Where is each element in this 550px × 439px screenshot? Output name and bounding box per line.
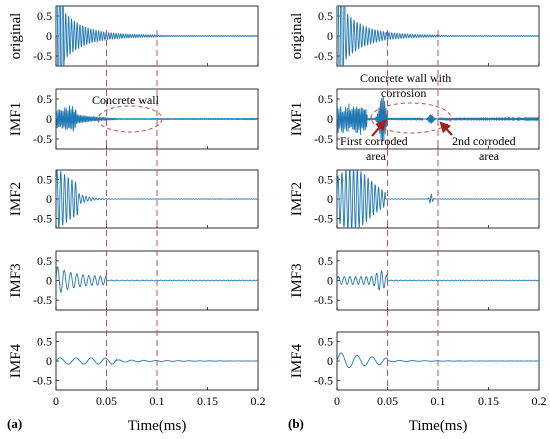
- y-tick-label: -0.5: [314, 49, 333, 63]
- annotation-ellipse: [97, 105, 163, 133]
- annotation-second-corroded: 2nd corroded: [452, 134, 516, 148]
- y-tick-label: 0.5: [37, 254, 52, 268]
- y-tick-label: 0: [46, 29, 52, 43]
- signal-line-imf1: [337, 96, 539, 142]
- y-tick-label: 0.5: [318, 9, 333, 23]
- x-axis-label: Time(ms): [409, 418, 468, 434]
- y-axis-label: IMF2: [289, 182, 305, 216]
- y-tick-label: 0.5: [37, 335, 52, 349]
- panel-a: 0.50-0.5original0.50-0.5IMF10.50-0.5IMF2…: [7, 5, 266, 434]
- annotation-wall-corrosion-line2: corrosion: [381, 86, 426, 100]
- annotation-first-corroded-area: area: [366, 149, 387, 163]
- signal-line-imf2: [56, 170, 258, 228]
- subplot-imf1: 0.5 0 -0.5 IMF1: [8, 88, 259, 150]
- y-axis-label: IMF3: [8, 263, 24, 297]
- y-axis-label: IMF1: [8, 102, 24, 136]
- y-tick-label: 0.5: [318, 254, 333, 268]
- annotation-concrete-wall: Concrete wall: [92, 93, 160, 107]
- y-tick-label: 0: [327, 112, 333, 126]
- y-axis-label: IMF3: [289, 263, 305, 297]
- y-tick-label: 0.5: [37, 9, 52, 23]
- y-tick-label: 0: [327, 354, 333, 368]
- y-tick-label: -0.5: [314, 132, 333, 146]
- x-tick-label: 0.15: [197, 394, 218, 408]
- annotation-ellipse: [370, 102, 452, 134]
- signal-line-original: [337, 6, 539, 66]
- x-tick-label: 0.05: [96, 394, 117, 408]
- signal-line-imf1: [56, 105, 258, 133]
- y-axis-label: IMF1: [289, 102, 305, 136]
- y-axis-label: IMF2: [8, 182, 24, 216]
- y-tick-label: 0: [46, 274, 52, 288]
- subplot-original: 0.5 0 -0.5 original: [289, 5, 540, 67]
- x-tick-label: 0: [53, 394, 59, 408]
- subplot-imf2: 0.5 0 -0.5 IMF2: [8, 169, 259, 229]
- y-tick-label: -0.5: [314, 373, 333, 387]
- x-tick-label: 0.1: [150, 394, 165, 408]
- panel-label: (b): [288, 416, 304, 431]
- signal-line-imf2: [337, 170, 539, 228]
- y-tick-label: 0.5: [318, 92, 333, 106]
- panel-label: (a): [7, 416, 22, 431]
- y-axis-label: IMF4: [289, 343, 305, 378]
- y-tick-label: 0.5: [37, 92, 52, 106]
- x-tick-label: 0.2: [251, 394, 266, 408]
- x-tick-label: 0.05: [377, 394, 398, 408]
- y-tick-label: -0.5: [33, 132, 52, 146]
- x-tick-label: 0.1: [431, 394, 446, 408]
- y-tick-label: 0: [46, 192, 52, 206]
- y-tick-label: -0.5: [33, 373, 52, 387]
- y-axis-label: original: [289, 13, 305, 60]
- y-tick-label: -0.5: [314, 211, 333, 225]
- arrow-second-corroded: [439, 121, 453, 136]
- x-tick-label: 0.15: [478, 394, 499, 408]
- y-tick-label: -0.5: [33, 49, 52, 63]
- y-tick-label: 0: [46, 112, 52, 126]
- y-tick-label: 0: [46, 354, 52, 368]
- y-tick-label: -0.5: [314, 293, 333, 307]
- x-tick-label: 0.2: [532, 394, 547, 408]
- x-tick-label: 0: [334, 394, 340, 408]
- annotation-second-corroded-area: area: [479, 149, 500, 163]
- y-tick-label: -0.5: [33, 293, 52, 307]
- y-tick-label: 0: [327, 29, 333, 43]
- subplot-imf2: 0.5 0 -0.5 IMF2: [289, 169, 540, 229]
- y-tick-label: 0: [327, 192, 333, 206]
- subplot-imf1: 0.5 0 -0.5 IMF1: [289, 88, 540, 150]
- y-tick-label: 0.5: [318, 335, 333, 349]
- y-axis-label: IMF4: [8, 343, 24, 378]
- x-axis-label: Time(ms): [128, 418, 187, 434]
- subplot-imf3: 0.5 0 -0.5 IMF3: [289, 250, 540, 311]
- y-tick-label: 0.5: [37, 173, 52, 187]
- subplot-imf3: 0.5 0 -0.5 IMF3: [8, 250, 259, 311]
- annotation-first-corroded: First corroded: [340, 134, 408, 148]
- annotation-wall-corrosion-line1: Concrete wall with: [360, 71, 451, 85]
- y-tick-label: -0.5: [33, 211, 52, 225]
- y-tick-label: 0.5: [318, 173, 333, 187]
- arrow-first-corroded: [371, 119, 387, 137]
- y-axis-label: original: [8, 13, 24, 60]
- y-tick-label: 0: [327, 274, 333, 288]
- panel-b: 0.50-0.5original0.50-0.5IMF10.50-0.5IMF2…: [288, 5, 547, 434]
